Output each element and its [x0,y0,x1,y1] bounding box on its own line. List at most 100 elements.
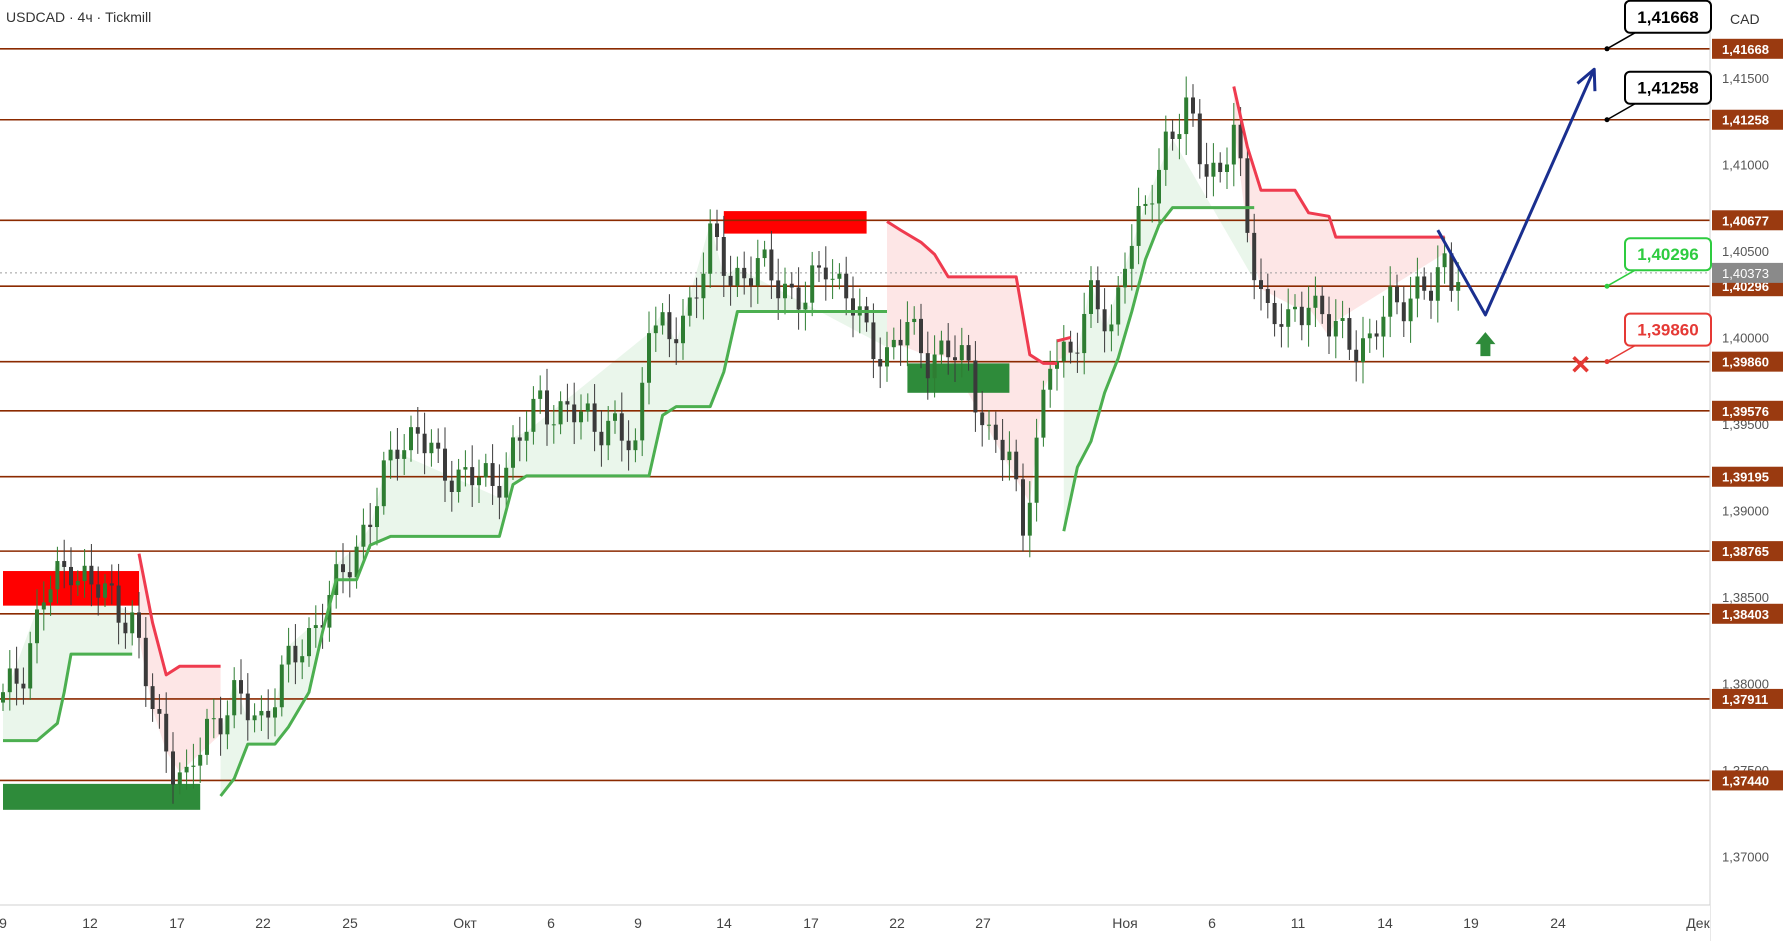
candle [701,252,706,320]
currency-label: CAD [1730,11,1760,27]
candle-body [1415,276,1420,299]
level-tag [1712,688,1783,709]
candle-body [436,442,441,449]
price-axis-tick: 1,41000 [1722,157,1769,172]
candle-body [415,427,420,434]
candle-body [1184,97,1189,135]
price-callout-box [1624,0,1712,34]
level-tag-label: 1,40296 [1722,279,1769,294]
candle [851,276,855,338]
candle-body [973,360,978,413]
price-axis-tick: 1,39000 [1722,503,1769,518]
price-callout-leader [1606,103,1636,121]
candle [708,209,713,288]
candle-body [511,437,515,468]
candle [905,301,910,367]
candle-body [1218,162,1223,173]
level-tag-label: 1,39195 [1722,470,1769,485]
candle-body [953,357,957,361]
level-tag [1712,541,1783,562]
candle [1415,257,1420,318]
candle-body [1333,320,1338,337]
candle [1021,463,1025,552]
candle [619,392,624,462]
candle [538,375,543,414]
candle [1401,286,1406,337]
candle [531,386,536,445]
candle [939,330,944,365]
candle-body [313,625,318,629]
candle-body [41,602,46,610]
candle [803,281,808,331]
candle-body [402,450,407,459]
candle-body [137,612,141,638]
time-axis-layer[interactable]: 9 12 17 22 25 Окт 6 9 14 17 22 27 Ноя 6 11 14 19 24 Дек [0,904,1711,941]
candle [524,411,529,462]
candle [62,539,67,589]
level-tag [1712,109,1783,130]
candle [919,303,923,369]
candle-body [123,622,128,634]
candle [871,303,876,379]
candle-body [694,297,699,299]
candle [1191,84,1195,127]
candle-body [205,718,209,755]
candle [109,564,114,605]
candle-body [1272,302,1277,325]
candle [517,416,522,462]
candle-body [742,267,747,279]
trail-lines-layer [3,86,1445,797]
candle-body [721,236,726,276]
candle-body [1075,352,1080,354]
candle-body [905,322,910,346]
candle [232,667,237,729]
candle [545,368,549,446]
candle-body [164,713,169,752]
candle-body [545,390,549,425]
candle [1259,258,1263,311]
candle-body [1225,164,1229,173]
candle-body [266,710,271,718]
candle [96,566,101,616]
candle [837,263,842,290]
candle-body [1354,349,1359,362]
candle-body [667,312,672,340]
candle [395,427,400,481]
candle-body [647,333,651,383]
candle [1027,481,1032,558]
candle-body [375,506,379,528]
candle-body [885,347,889,367]
candle [1150,184,1155,223]
candle-body [69,566,73,586]
candle-body [517,437,522,441]
candle-body [674,339,679,344]
candle-body [96,584,101,598]
time-axis-tick: 11 [1291,915,1306,931]
time-axis-tick: 6 [1208,915,1216,931]
candle [381,451,386,515]
candle-body [769,249,774,281]
candle-body [252,715,257,721]
candle-body [184,766,189,773]
candle-body [109,583,114,586]
candle [177,762,182,795]
level-tag-label: 1,39860 [1722,355,1769,370]
price-axis-layer[interactable]: 1,415001,410001,405001,400001,395001,390… [1709,0,1785,941]
candle [164,692,169,773]
candle [687,286,692,327]
candle [1055,339,1059,391]
trail-up-fill-1 [220,223,888,796]
price-callout-leader [1606,32,1636,50]
candle-body [1163,131,1168,170]
candle-body [830,278,835,280]
candle-body [7,668,12,693]
candle-body [1204,164,1209,177]
candle-body [1347,318,1352,350]
candle-body [891,339,896,348]
candle [973,341,978,432]
candle [1456,262,1461,311]
candle-body [1,692,5,703]
candle-body [844,273,849,299]
